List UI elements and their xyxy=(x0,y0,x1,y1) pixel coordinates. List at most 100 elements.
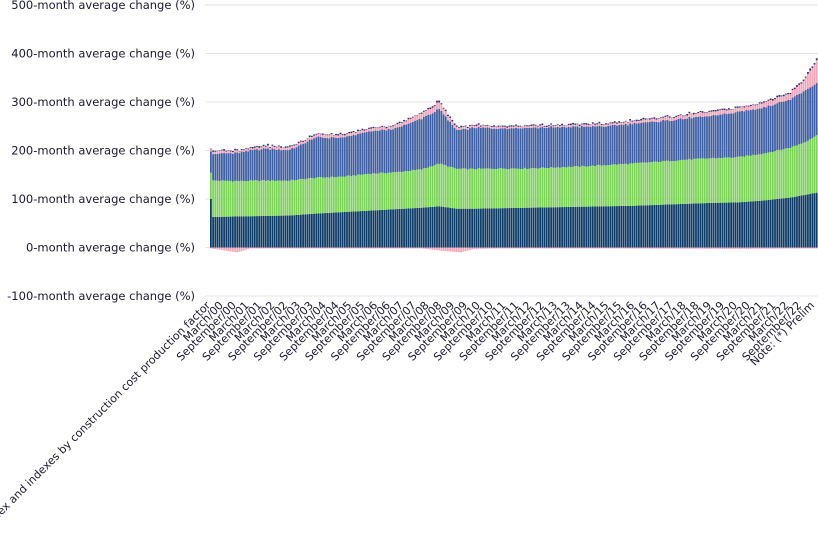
bar-segment xyxy=(299,144,302,179)
bar-segment xyxy=(526,207,528,248)
bar-segment xyxy=(394,209,397,248)
bar-segment xyxy=(684,118,686,160)
bar-segment xyxy=(796,85,798,87)
bar-segment xyxy=(756,200,759,248)
bar-segment xyxy=(804,247,807,249)
bar-segment xyxy=(383,127,386,130)
bar-segment xyxy=(629,247,632,249)
bar-segment xyxy=(225,180,228,217)
bar-segment xyxy=(466,169,469,209)
bar-segment xyxy=(383,209,386,248)
bar-segment xyxy=(462,125,465,127)
bar-segment xyxy=(249,149,252,181)
bar-segment xyxy=(659,161,662,205)
bar-segment xyxy=(449,121,452,167)
bar-segment xyxy=(313,135,315,139)
bar-segment xyxy=(510,126,513,129)
bar-segment xyxy=(717,109,719,111)
bar-segment xyxy=(262,247,265,249)
bar-segment xyxy=(706,112,708,114)
bar-segment xyxy=(747,110,750,156)
bar-segment xyxy=(679,159,682,205)
bar-segment xyxy=(429,166,432,208)
bar-segment xyxy=(223,180,225,217)
bar-segment xyxy=(328,177,331,213)
bar-segment xyxy=(633,247,636,249)
bar-segment xyxy=(361,174,364,211)
bar-segment xyxy=(706,203,708,248)
bar-segment xyxy=(561,123,563,126)
bar-segment xyxy=(754,109,757,156)
bar-segment xyxy=(236,216,239,248)
bar-segment xyxy=(559,126,561,128)
bar-segment xyxy=(738,106,741,108)
bar-segment xyxy=(365,210,368,248)
bar-segment xyxy=(738,107,741,112)
bar-segment xyxy=(299,178,302,215)
bar-segment xyxy=(365,129,368,130)
bar-segment xyxy=(703,247,706,249)
bar-segment xyxy=(238,247,241,252)
bar-segment xyxy=(497,126,500,129)
bar-segment xyxy=(774,99,776,105)
bar-segment xyxy=(458,208,460,248)
bar-segment xyxy=(490,128,493,169)
bar-segment xyxy=(295,147,298,181)
bar-segment xyxy=(469,128,471,169)
bar-segment xyxy=(264,146,267,149)
bar-segment xyxy=(460,247,463,253)
bar-segment xyxy=(708,202,711,248)
bar-segment xyxy=(804,141,807,195)
bar-segment xyxy=(504,125,506,127)
bar-segment xyxy=(580,123,583,125)
bar-segment xyxy=(486,124,489,126)
bar-segment xyxy=(392,247,394,249)
bar-segment xyxy=(245,148,247,149)
bar-segment xyxy=(738,247,741,249)
bar-segment xyxy=(719,109,722,111)
bar-segment xyxy=(517,126,520,129)
bar-segment xyxy=(422,110,425,112)
bar-segment xyxy=(343,211,346,248)
bar-segment xyxy=(231,181,234,217)
bar-segment xyxy=(394,172,397,210)
bar-segment xyxy=(497,125,500,127)
bar-segment xyxy=(692,112,695,115)
bar-segment xyxy=(409,117,412,119)
bar-segment xyxy=(403,124,405,172)
bar-segment xyxy=(774,247,776,249)
bar-segment xyxy=(512,125,515,127)
bar-segment xyxy=(357,174,359,212)
bar-segment xyxy=(297,145,300,180)
bar-segment xyxy=(802,80,805,92)
bar-segment xyxy=(563,247,566,249)
bar-segment xyxy=(561,207,563,248)
bar-segment xyxy=(440,206,443,248)
bar-segment xyxy=(341,212,344,248)
bar-segment xyxy=(440,103,443,105)
bar-segment xyxy=(690,114,693,119)
bar-segment xyxy=(381,129,384,173)
bar-segment xyxy=(802,247,805,249)
bar-segment xyxy=(710,111,713,117)
bar-segment xyxy=(447,116,449,121)
bar-segment xyxy=(260,216,263,248)
bar-segment xyxy=(488,128,491,169)
bar-segment xyxy=(539,168,542,208)
bar-segment xyxy=(407,247,410,249)
bar-segment xyxy=(332,247,335,249)
bar-segment xyxy=(240,151,243,181)
bar-segment xyxy=(574,166,577,207)
bar-segment xyxy=(613,122,616,125)
bar-segment xyxy=(526,126,528,129)
bar-segment xyxy=(501,125,504,127)
bar-segment xyxy=(800,82,803,84)
bar-segment xyxy=(736,107,739,112)
bar-segment xyxy=(809,139,812,194)
bar-segment xyxy=(387,126,390,129)
bar-segment xyxy=(793,89,796,97)
bar-segment xyxy=(796,86,798,95)
bar-segment xyxy=(550,247,553,249)
bar-segment xyxy=(306,214,309,248)
bar-segment xyxy=(499,126,502,129)
